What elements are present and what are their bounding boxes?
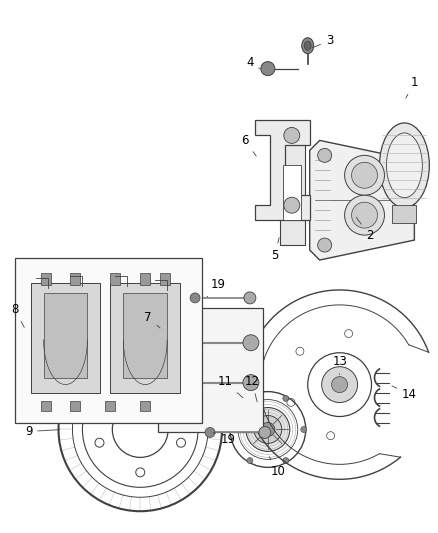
Circle shape xyxy=(243,335,259,351)
Text: 6: 6 xyxy=(241,134,256,156)
Text: 11: 11 xyxy=(218,375,243,398)
Bar xyxy=(106,401,115,410)
Circle shape xyxy=(352,163,378,188)
Circle shape xyxy=(318,148,332,163)
Circle shape xyxy=(261,423,275,437)
Circle shape xyxy=(345,155,385,195)
Circle shape xyxy=(283,457,289,464)
Polygon shape xyxy=(110,283,180,393)
Bar xyxy=(158,308,263,432)
Circle shape xyxy=(229,426,235,432)
Text: 13: 13 xyxy=(332,355,347,375)
Text: 12: 12 xyxy=(244,375,259,402)
Bar xyxy=(41,401,50,410)
Circle shape xyxy=(259,426,271,439)
Ellipse shape xyxy=(302,38,314,54)
Circle shape xyxy=(243,375,259,391)
Text: 3: 3 xyxy=(312,34,333,47)
Bar xyxy=(283,165,301,220)
Bar xyxy=(110,273,120,285)
Bar xyxy=(140,273,150,285)
Circle shape xyxy=(301,426,307,432)
Circle shape xyxy=(352,202,378,228)
Circle shape xyxy=(247,457,253,464)
Circle shape xyxy=(321,367,357,402)
Text: 7: 7 xyxy=(145,311,160,328)
Ellipse shape xyxy=(379,123,429,208)
Bar xyxy=(140,401,150,410)
Circle shape xyxy=(164,337,176,349)
Text: 9: 9 xyxy=(25,425,60,438)
Polygon shape xyxy=(310,140,414,260)
Circle shape xyxy=(190,293,200,303)
Polygon shape xyxy=(31,283,100,393)
Circle shape xyxy=(261,62,275,76)
Polygon shape xyxy=(43,293,88,378)
Circle shape xyxy=(283,395,289,401)
Circle shape xyxy=(318,238,332,252)
Polygon shape xyxy=(280,140,305,245)
Text: 2: 2 xyxy=(356,217,373,241)
Bar xyxy=(71,401,81,410)
Circle shape xyxy=(345,195,385,235)
Circle shape xyxy=(244,292,256,304)
Bar xyxy=(392,205,417,223)
Text: 4: 4 xyxy=(246,56,260,69)
Text: 5: 5 xyxy=(271,238,279,262)
Circle shape xyxy=(254,416,282,443)
Bar xyxy=(160,273,170,285)
Text: 19: 19 xyxy=(213,432,236,446)
Circle shape xyxy=(205,427,215,438)
Text: 10: 10 xyxy=(269,457,285,478)
Bar xyxy=(14,258,202,423)
Circle shape xyxy=(164,377,176,389)
Ellipse shape xyxy=(304,41,311,50)
Polygon shape xyxy=(124,293,167,378)
Circle shape xyxy=(284,127,300,143)
Bar xyxy=(71,273,81,285)
Text: 8: 8 xyxy=(11,303,24,327)
Circle shape xyxy=(246,408,290,451)
Text: 14: 14 xyxy=(392,386,417,401)
Bar xyxy=(41,273,50,285)
Text: 19: 19 xyxy=(207,278,226,297)
Circle shape xyxy=(332,377,348,393)
Text: 1: 1 xyxy=(406,76,418,98)
Circle shape xyxy=(247,395,253,401)
Circle shape xyxy=(284,197,300,213)
Ellipse shape xyxy=(386,133,422,198)
Polygon shape xyxy=(255,120,310,220)
